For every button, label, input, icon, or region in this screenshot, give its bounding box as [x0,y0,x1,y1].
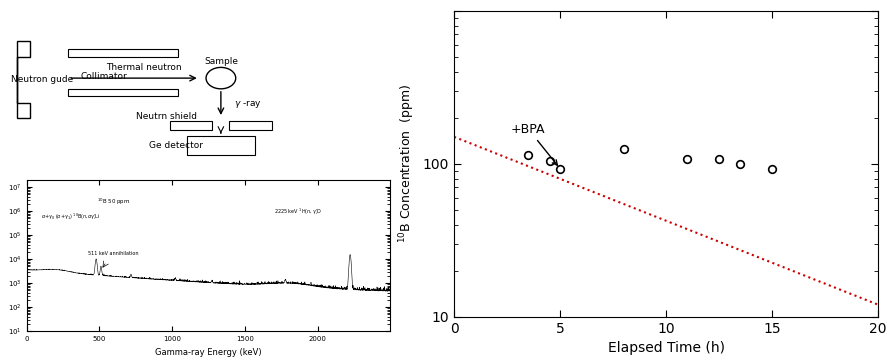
Text: 2225 keV $^{1}$H($n,\gamma$)D: 2225 keV $^{1}$H($n,\gamma$)D [274,206,322,217]
Y-axis label: $^{10}$B Concentration  (ppm): $^{10}$B Concentration (ppm) [397,84,416,243]
Bar [229,121,271,130]
Text: +BPA: +BPA [510,122,556,165]
Bar [68,89,178,96]
Text: Ge detector: Ge detector [149,141,203,150]
Text: $\gamma$ -ray: $\gamma$ -ray [233,98,261,110]
Y-axis label: Count: Count [0,243,3,268]
Text: 511 keV annihilation: 511 keV annihilation [88,251,138,256]
Text: Neutron gude: Neutron gude [11,75,74,84]
Text: $^{10}$B 50 ppm: $^{10}$B 50 ppm [97,197,130,207]
Text: Sample: Sample [204,57,237,66]
Bar [170,121,212,130]
Text: Thermal neutron: Thermal neutron [106,63,182,72]
Bar [68,49,178,57]
Text: $\alpha$+$\gamma_{0}$ ($\alpha$+$\gamma_{1}$) $^{10}$B($n$,$\alpha\gamma$)Li: $\alpha$+$\gamma_{0}$ ($\alpha$+$\gamma_… [41,211,101,222]
X-axis label: Elapsed Time (h): Elapsed Time (h) [607,341,724,355]
X-axis label: Gamma-ray Energy (keV): Gamma-ray Energy (keV) [155,348,261,357]
Text: Collimator: Collimator [81,72,128,81]
Text: Neutrn shield: Neutrn shield [136,112,197,121]
Bar [187,136,254,155]
